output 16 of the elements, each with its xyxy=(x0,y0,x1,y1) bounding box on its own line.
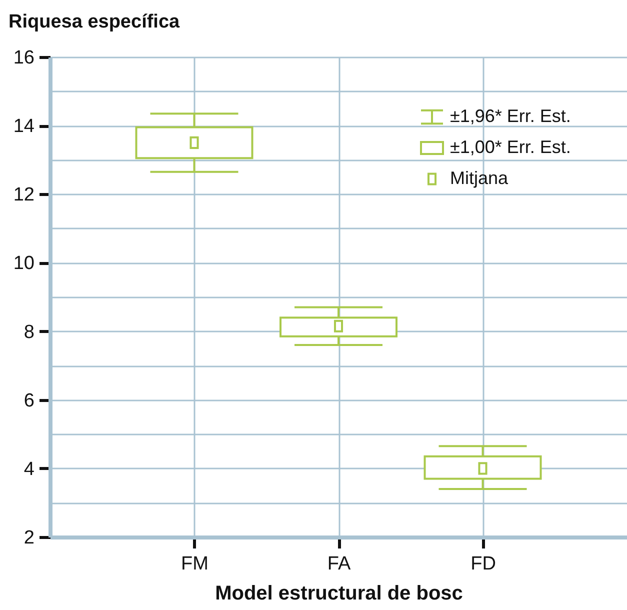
y-axis-title: Riquesa específica xyxy=(8,12,180,32)
y-tick-label: 12 xyxy=(13,184,34,206)
x-axis-title: Model estructural de bosc xyxy=(215,582,463,604)
y-tick-label: 6 xyxy=(24,390,34,412)
x-tick-label: FM xyxy=(181,554,208,574)
legend-label: ±1,96* Err. Est. xyxy=(450,106,571,126)
y-tick-label: 14 xyxy=(13,116,35,138)
y-tick-label: 16 xyxy=(13,48,34,68)
legend-label: Mitjana xyxy=(450,168,510,188)
y-tick-label: 8 xyxy=(24,322,34,343)
legend-label: ±1,00* Err. Est. xyxy=(450,137,571,157)
x-tick-label: FA xyxy=(327,554,351,574)
y-tick-label: 4 xyxy=(24,458,35,480)
x-tick-label: FD xyxy=(470,554,496,574)
y-tick-label: 2 xyxy=(24,528,34,548)
y-tick-label: 10 xyxy=(13,253,34,274)
